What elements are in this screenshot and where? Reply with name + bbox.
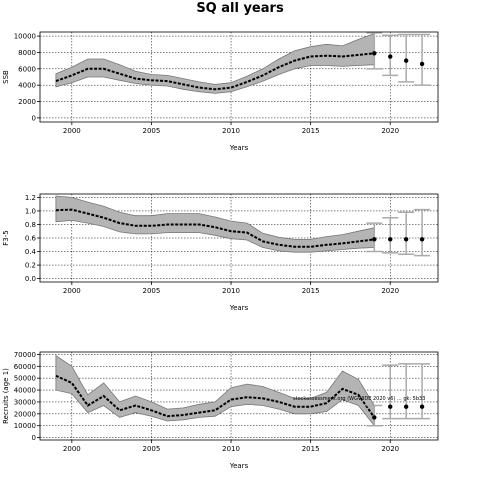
fbar-ytick-label-3: 0.6 xyxy=(25,235,37,243)
ssb-ytick-label-3: 6000 xyxy=(18,65,36,73)
panel-recruits: 2000 2005 2010 2015 2020 0 10000 20000 30000 4000… xyxy=(2,351,439,470)
recruits-ytick-label-6: 60000 xyxy=(14,363,36,371)
ssb-forecast-point-2 xyxy=(403,58,409,63)
ssb-xtick-label-3: 2015 xyxy=(302,127,320,135)
ssb-forecast-point-3 xyxy=(419,61,425,67)
figure-title: SQ all years xyxy=(196,1,284,16)
fbar-ytick-label-1: 0.2 xyxy=(25,262,36,270)
recruits-forecast-point-1 xyxy=(388,404,393,409)
ssb-forecast-point-0 xyxy=(372,51,377,56)
ssb-series-line xyxy=(55,52,375,91)
fbar-xtick-label-0: 2000 xyxy=(63,287,81,295)
recruits-forecast-point-3 xyxy=(419,404,425,409)
ssb-xtick-label-0: 2000 xyxy=(63,127,81,135)
panel-fbar: 2000 2005 2010 2015 2020 0.0 0.2 0.4 0.6 0.8 1.0 1.… xyxy=(2,193,439,312)
fbar-xlabel: Years xyxy=(229,304,249,312)
fbar-ytick-label-6: 1.2 xyxy=(25,194,36,202)
fbar-forecast-point-0 xyxy=(372,237,377,242)
recruits-ytick-label-4: 40000 xyxy=(14,387,36,395)
recruits-ytick-label-3: 30000 xyxy=(14,398,36,406)
fbar-xtick-label-1: 2005 xyxy=(143,287,161,295)
recruits-series-line xyxy=(55,374,376,418)
ssb-ytick-label-5: 10000 xyxy=(14,33,36,41)
recruits-xtick-label-1: 2005 xyxy=(143,445,161,453)
ssb-xtick-label-2: 2010 xyxy=(222,127,240,135)
ssb-ytick-label-4: 8000 xyxy=(18,49,36,57)
fbar-forecast-point-2 xyxy=(403,237,409,242)
recruits-forecast-point-2 xyxy=(403,404,409,409)
fbar-ytick-label-4: 0.8 xyxy=(25,221,36,229)
recruits-axes-frame xyxy=(39,351,439,441)
recruits-xtick-label-0: 2000 xyxy=(63,445,81,453)
recruits-xlabel: Years xyxy=(229,462,249,470)
recruits-xtick-label-3: 2015 xyxy=(302,445,320,453)
recruits-ytick-label-2: 20000 xyxy=(14,410,36,418)
fbar-ylabel: F3-5 xyxy=(2,230,10,245)
fbar-xtick-label-3: 2015 xyxy=(302,287,320,295)
ssb-ytick-label-0: 0 xyxy=(32,114,36,122)
ssb-axes-frame xyxy=(39,31,439,123)
ssb-xlabel: Years xyxy=(229,144,249,152)
ssb-confidence-band xyxy=(55,33,375,94)
recruits-forecast-point-0 xyxy=(372,415,377,420)
fbar-series-line xyxy=(55,208,375,248)
fbar-xtick-label-4: 2020 xyxy=(381,287,399,295)
fbar-forecast-point-3 xyxy=(419,237,425,242)
recruits-ylabel: Recruits (age 1) xyxy=(2,368,10,424)
fbar-xtick-label-2: 2010 xyxy=(222,287,240,295)
fbar-ytick-label-5: 1.0 xyxy=(25,207,36,215)
recruits-ytick-label-1: 10000 xyxy=(14,422,36,430)
ssb-forecast-point-1 xyxy=(388,54,393,59)
fbar-ytick-label-2: 0.4 xyxy=(25,248,37,256)
source-annotation: stockassessment.org (WGWIDE 2020 v6) ...… xyxy=(293,396,425,402)
recruits-ytick-label-7: 70000 xyxy=(14,351,36,359)
fbar-forecast-point-1 xyxy=(388,237,393,242)
fbar-ytick-label-0: 0.0 xyxy=(25,275,36,283)
ssb-xtick-label-1: 2005 xyxy=(143,127,161,135)
recruits-ytick-label-0: 0 xyxy=(32,434,36,442)
fbar-confidence-band xyxy=(55,195,375,253)
recruits-xtick-label-4: 2020 xyxy=(381,445,399,453)
ssb-xtick-label-4: 2020 xyxy=(381,127,399,135)
ssb-ytick-label-2: 4000 xyxy=(18,82,36,90)
recruits-ytick-label-5: 50000 xyxy=(14,375,36,383)
recruits-xtick-label-2: 2010 xyxy=(222,445,240,453)
ssb-ytick-label-1: 2000 xyxy=(18,98,36,106)
panel-ssb: 2000 2005 2010 2015 2020 0 2000 4000 6000 8000 100… xyxy=(2,31,439,152)
ssb-ylabel: SSB xyxy=(2,70,10,84)
